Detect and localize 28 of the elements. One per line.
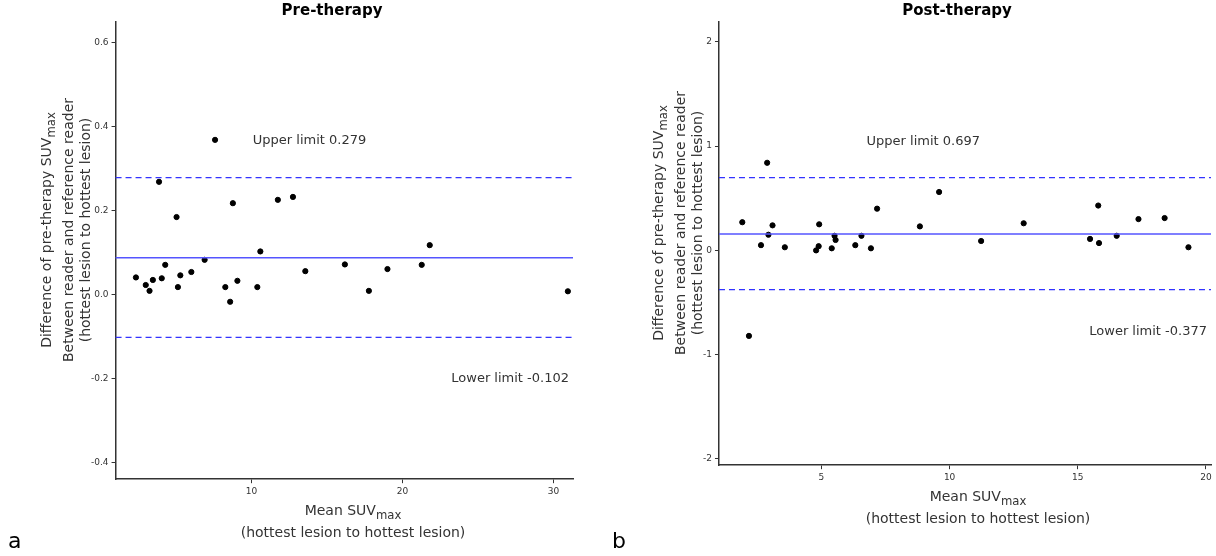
y-tick-label: -0.4	[91, 456, 109, 467]
x-axis-title: Mean SUV$_{max}$ (hottest lesion to hottest lesion)	[239, 502, 467, 541]
y-tick-label: 0.2	[94, 205, 109, 216]
x-tick-label: 10	[943, 471, 956, 482]
text: a	[8, 528, 22, 553]
x-tick-label: 30	[547, 485, 560, 496]
text: b	[612, 528, 626, 553]
y-tick-label: 0	[706, 244, 713, 255]
x-tick-label: 5	[818, 471, 825, 482]
chart-title: Pre-therapy	[281, 0, 383, 19]
ref-line-label: Upper limit 0.279	[252, 132, 367, 148]
ref-line-label: Upper limit 0.697	[866, 132, 981, 148]
x-tick-label: 15	[1072, 471, 1084, 482]
y-tick-label: -2	[702, 453, 712, 464]
chart-title: Post-therapy	[902, 0, 1013, 19]
ref-line-label: Lower limit -0.377	[1089, 322, 1207, 338]
y-tick-label: 0.0	[94, 288, 109, 299]
x-tick-label: 20	[396, 485, 409, 496]
y-tick-label: 0.4	[94, 121, 109, 132]
y-tick-label: 2	[706, 36, 712, 47]
x-tick-label: 10	[245, 485, 258, 496]
ref-line-label: Lower limit -0.102	[451, 370, 569, 386]
x-tick-label: 20	[1200, 471, 1212, 482]
y-tick-label: 0.6	[94, 37, 109, 48]
y-tick-label: 1	[706, 140, 712, 151]
y-tick-label: -1	[702, 349, 712, 359]
x-axis-title: Mean SUV$_{max}$ (hottest lesion to hottest lesion)	[864, 488, 1092, 527]
y-tick-label: -0.2	[91, 372, 109, 383]
